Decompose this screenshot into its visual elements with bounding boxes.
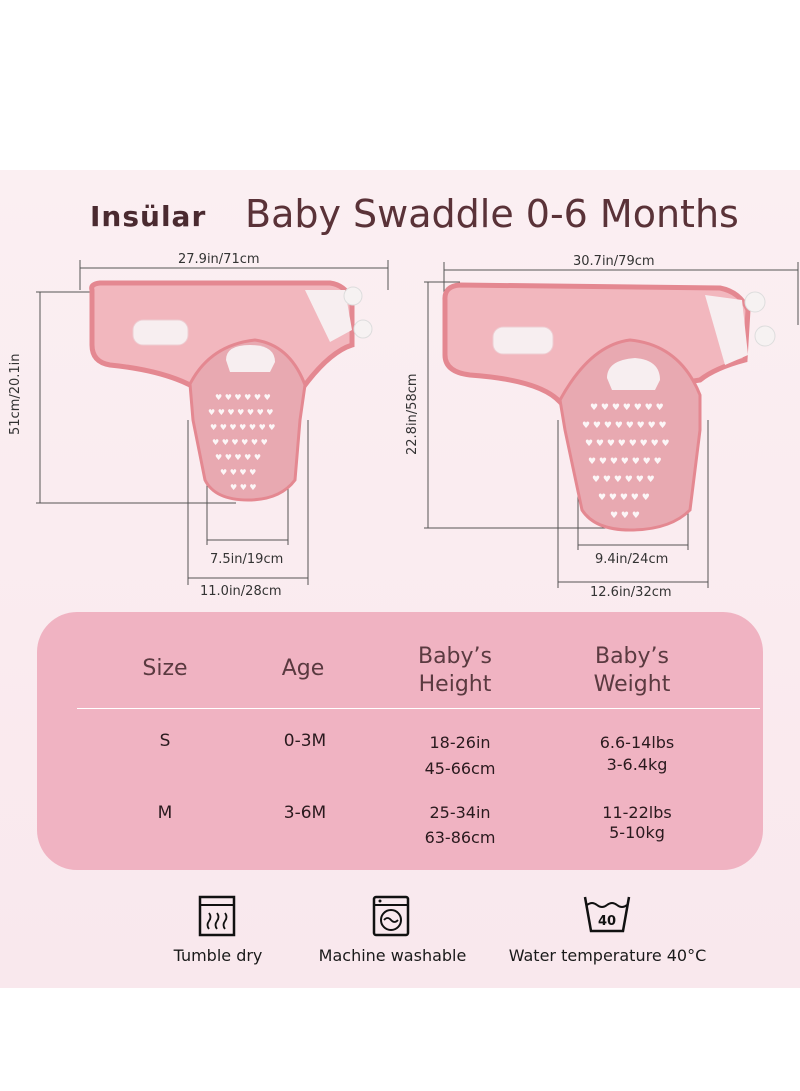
page-title: Baby Swaddle 0-6 Months [245,192,739,236]
header-weight: Baby’s Weight [593,644,671,697]
svg-text:♥ ♥ ♥ ♥ ♥ ♥ ♥: ♥ ♥ ♥ ♥ ♥ ♥ ♥ [590,403,664,413]
row-m-height-in: 25-34in [429,803,491,822]
small-height-label: 51cm/20.1in [8,353,23,435]
svg-text:♥ ♥ ♥ ♥ ♥: ♥ ♥ ♥ ♥ ♥ [598,493,650,503]
small-width-label: 27.9in/71cm [178,252,260,267]
dimension-lines [36,260,799,588]
svg-text:♥ ♥ ♥ ♥ ♥ ♥ ♥: ♥ ♥ ♥ ♥ ♥ ♥ ♥ [210,423,275,432]
small-bottom-inner-label: 7.5in/19cm [210,552,284,567]
machine-wash-icon [372,895,410,937]
svg-text:♥ ♥ ♥ ♥ ♥ ♥ ♥: ♥ ♥ ♥ ♥ ♥ ♥ ♥ [588,457,662,467]
large-width-label: 30.7in/79cm [573,254,655,269]
row-m-weight-kg: 5-10kg [609,823,665,842]
svg-text:♥ ♥ ♥ ♥ ♥ ♥ ♥ ♥: ♥ ♥ ♥ ♥ ♥ ♥ ♥ ♥ [582,421,667,431]
brand-logo: Insülar [90,200,207,233]
large-bottom-outer-label: 12.6in/32cm [590,585,672,600]
row-m-weight-lbs: 11-22lbs [602,803,672,822]
svg-text:♥ ♥ ♥ ♥ ♥: ♥ ♥ ♥ ♥ ♥ [215,453,261,462]
table-divider [77,708,760,709]
row-m-age: 3-6M [283,803,327,823]
small-bottom-outer-label: 11.0in/28cm [200,584,282,599]
row-s-age: 0-3M [283,731,327,751]
care-label-tumble-dry: Tumble dry [173,946,263,965]
row-m-height-cm: 63-86cm [424,828,496,847]
care-label-water-temperature: Water temperature 40°C [508,946,707,965]
row-m-size: M [157,803,173,823]
svg-text:♥ ♥ ♥ ♥: ♥ ♥ ♥ ♥ [220,468,256,477]
wash-temperature-value: 40 [598,914,616,929]
size-chart-table [37,612,763,870]
large-swaddle-drawing: ♥ ♥ ♥ ♥ ♥ ♥ ♥ ♥ ♥ ♥ ♥ ♥ ♥ ♥ ♥ ♥ ♥ ♥ ♥ ♥ … [442,282,776,532]
svg-text:♥ ♥ ♥ ♥ ♥ ♥ ♥: ♥ ♥ ♥ ♥ ♥ ♥ ♥ [208,408,273,417]
tumble-dry-icon [198,895,236,937]
row-s-weight-lbs: 6.6-14lbs [599,733,675,752]
row-s-weight-kg: 3-6.4kg [606,755,668,774]
svg-text:♥ ♥ ♥ ♥ ♥ ♥: ♥ ♥ ♥ ♥ ♥ ♥ [592,475,655,485]
large-height-label: 22.8in/58cm [405,373,420,455]
svg-text:♥ ♥ ♥: ♥ ♥ ♥ [230,483,257,492]
header-age: Age [281,656,325,681]
svg-text:♥ ♥ ♥ ♥ ♥ ♥: ♥ ♥ ♥ ♥ ♥ ♥ [212,438,268,447]
svg-text:♥ ♥ ♥ ♥ ♥ ♥: ♥ ♥ ♥ ♥ ♥ ♥ [215,393,271,402]
row-s-height-in: 18-26in [429,733,491,752]
small-swaddle-drawing: ♥ ♥ ♥ ♥ ♥ ♥ ♥ ♥ ♥ ♥ ♥ ♥ ♥ ♥ ♥ ♥ ♥ ♥ ♥ ♥ … [89,280,373,502]
row-s-size: S [159,731,171,751]
care-label-machine-washable: Machine washable [318,946,467,965]
svg-text:♥ ♥ ♥ ♥ ♥ ♥ ♥ ♥: ♥ ♥ ♥ ♥ ♥ ♥ ♥ ♥ [585,439,670,449]
header-height: Baby’s Height [417,644,492,697]
header-size: Size [142,656,188,681]
large-bottom-inner-label: 9.4in/24cm [595,552,669,567]
row-s-height-cm: 45-66cm [424,759,496,778]
svg-text:♥ ♥ ♥: ♥ ♥ ♥ [610,511,640,521]
wash-temperature-icon: 40 [583,896,631,933]
